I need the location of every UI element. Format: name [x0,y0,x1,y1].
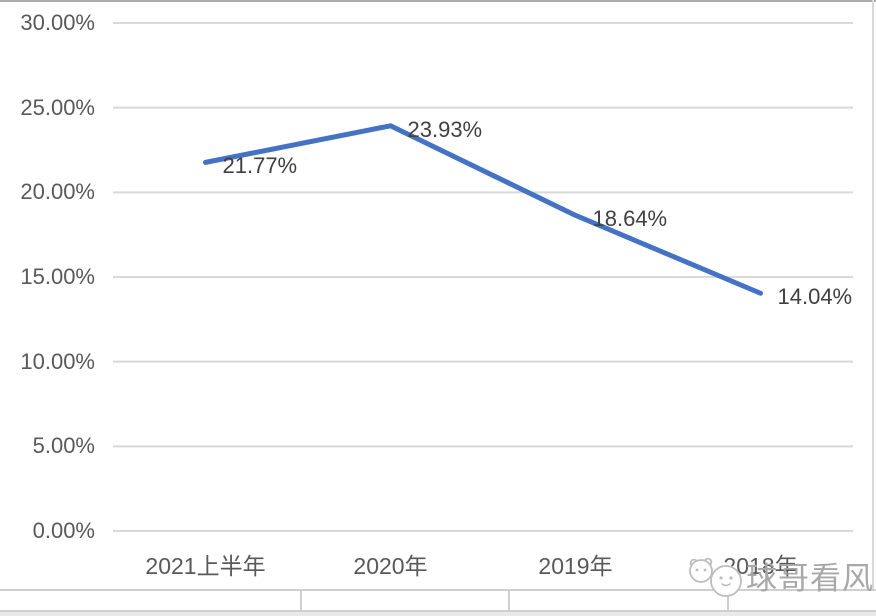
x-axis-label: 2021上半年 [145,553,266,579]
x-axis-label: 2019年 [538,553,613,579]
data-label: 14.04% [777,284,853,310]
y-tick-label: 25.00% [20,94,95,120]
table-column-divider [508,589,510,611]
series-line [203,123,763,296]
data-label: 23.93% [407,116,483,142]
y-tick-label: 30.00% [20,10,95,35]
x-axis-label: 2020年 [353,553,428,579]
watermark-text: 球哥看风 [746,561,874,596]
y-tick-label: 15.00% [20,264,95,289]
y-tick-label: 0.00% [32,518,95,543]
watermark: 球哥看风 [686,552,874,600]
table-column-divider [300,589,302,611]
data-label: 21.77% [222,153,298,179]
y-tick-label: 5.00% [32,433,95,459]
chart-top-border [0,0,876,2]
table-top-border [0,589,876,591]
y-tick-label: 20.00% [20,179,95,205]
table-bottom-border [0,610,876,612]
chart-right-border [872,0,874,590]
table-row-shading [0,611,876,616]
table-column-divider [727,589,729,611]
y-tick-label: 10.00% [20,348,95,374]
data-label: 18.64% [592,206,668,232]
panda-face-icon [689,557,742,597]
